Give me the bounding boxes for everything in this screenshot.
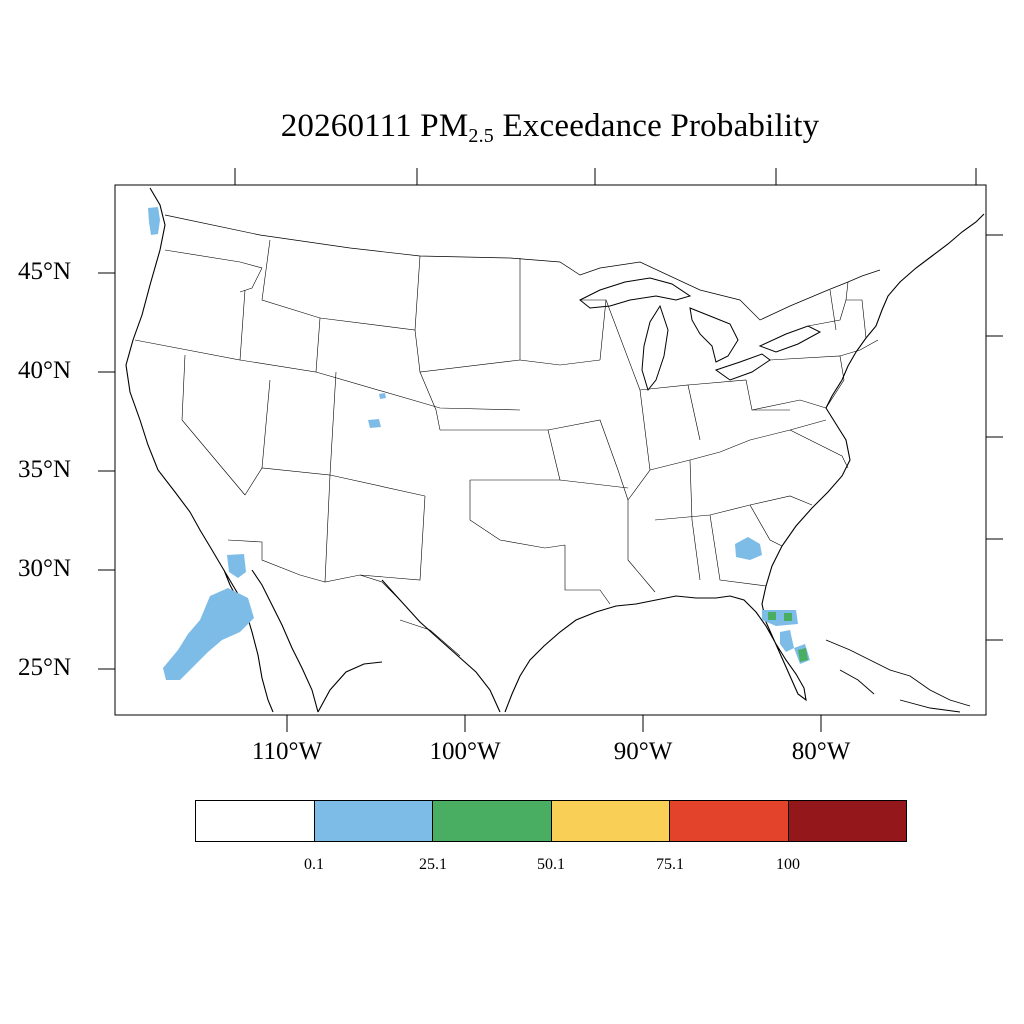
top-ticks xyxy=(234,168,977,185)
lat-label-40n: 40°N xyxy=(18,357,72,384)
state-boundaries xyxy=(134,239,879,605)
lat-label-45n: 45°N xyxy=(18,258,72,285)
legend-swatch xyxy=(788,801,906,841)
area-florida-central xyxy=(784,613,792,621)
probability-areas-low xyxy=(148,207,810,680)
mexico-border xyxy=(227,539,461,657)
area-colorado xyxy=(368,419,381,428)
area-baja-california xyxy=(163,588,254,680)
legend-tick-label: 50.1 xyxy=(537,856,565,873)
area-florida-tampa xyxy=(768,612,776,620)
caribbean-islands xyxy=(825,639,971,713)
lat-label-35n: 35°N xyxy=(18,456,72,483)
legend-tick-label: 100 xyxy=(776,856,800,873)
legend-tick-label: 25.1 xyxy=(419,856,447,873)
map-title: 20260111 PM2.5 Exceedance Probability xyxy=(0,108,1024,148)
bottom-ticks xyxy=(286,715,822,732)
title-subscript: 2.5 xyxy=(468,125,494,147)
legend-swatch xyxy=(670,801,789,841)
legend-swatch xyxy=(314,801,433,841)
left-ticks xyxy=(98,272,115,670)
color-legend xyxy=(195,800,907,842)
legend-swatch xyxy=(551,801,670,841)
area-georgia xyxy=(735,537,762,560)
lon-label-80w: 80°W xyxy=(791,738,851,765)
coastline xyxy=(125,187,985,713)
legend-tick-label: 75.1 xyxy=(656,856,684,873)
map-frame xyxy=(114,184,987,716)
legend-swatch xyxy=(196,801,315,841)
area-washington xyxy=(148,207,160,235)
title-prefix: 20260111 PM xyxy=(280,108,469,144)
legend-swatch xyxy=(433,801,552,841)
great-lakes xyxy=(579,277,822,392)
area-colorado-small xyxy=(379,393,386,399)
probability-areas-moderate xyxy=(768,612,808,662)
lat-label-25n: 25°N xyxy=(18,654,72,681)
area-florida-southeast xyxy=(798,648,808,662)
right-ticks xyxy=(986,234,1003,641)
area-arizona-border xyxy=(227,554,246,578)
title-suffix: Exceedance Probability xyxy=(494,108,820,144)
canada-border xyxy=(164,214,881,321)
lon-label-100w: 100°W xyxy=(429,738,501,765)
area-florida-west xyxy=(762,610,798,626)
legend-tick-label: 0.1 xyxy=(304,856,324,873)
lon-label-90w: 90°W xyxy=(613,738,673,765)
lat-label-30n: 30°N xyxy=(18,555,72,582)
area-florida-east xyxy=(780,630,794,652)
lon-label-110w: 110°W xyxy=(251,738,323,765)
